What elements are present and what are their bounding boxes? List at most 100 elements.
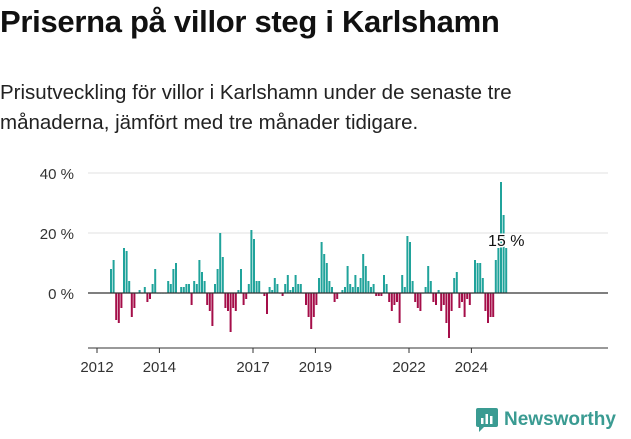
bar	[377, 293, 380, 296]
bar	[479, 263, 482, 293]
bar	[180, 287, 183, 293]
chart-subtitle: Prisutveckling för villor i Karlshamn un…	[0, 81, 512, 134]
bar	[110, 269, 112, 293]
newsworthy-wordmark: Newsworthy	[504, 409, 616, 430]
bar	[419, 293, 422, 311]
bar	[117, 293, 120, 323]
bar	[383, 275, 385, 293]
bar	[442, 293, 445, 305]
bar	[167, 281, 170, 293]
bar	[193, 281, 196, 293]
bar	[455, 272, 458, 293]
bar	[403, 287, 406, 293]
bar	[453, 278, 456, 293]
bar	[281, 293, 284, 296]
bar	[120, 293, 123, 308]
bar	[427, 266, 430, 293]
bar	[284, 284, 287, 293]
bar	[198, 260, 201, 293]
bar	[149, 293, 151, 299]
bar	[143, 287, 146, 293]
bar	[323, 254, 326, 293]
bar	[232, 293, 235, 308]
bar	[424, 287, 427, 293]
gridlines	[88, 172, 608, 234]
bar	[146, 293, 149, 302]
bar	[138, 290, 141, 293]
bar	[307, 293, 310, 317]
bar	[461, 293, 463, 302]
bar	[268, 287, 271, 293]
bar	[354, 275, 357, 293]
bar	[201, 272, 203, 293]
bar	[294, 275, 297, 293]
bar	[289, 290, 292, 293]
bar	[271, 290, 274, 293]
bar	[125, 251, 128, 293]
bar	[266, 293, 268, 314]
bar	[133, 293, 136, 308]
bar	[175, 263, 177, 293]
bar	[208, 293, 211, 311]
bar	[349, 284, 352, 293]
x-tick-label: 2022	[392, 359, 425, 376]
bar	[500, 182, 502, 293]
bar	[484, 293, 487, 311]
bar	[151, 284, 154, 293]
bar	[221, 257, 224, 293]
bar	[367, 281, 370, 293]
bar	[320, 242, 323, 293]
bar	[123, 248, 125, 293]
bar	[393, 293, 396, 305]
bar	[344, 287, 346, 293]
bar	[396, 293, 398, 302]
x-tick-label: 2012	[80, 359, 113, 376]
bar	[375, 293, 378, 296]
bar	[263, 293, 266, 296]
bar	[195, 284, 198, 293]
bar	[341, 290, 344, 293]
bar	[357, 287, 359, 293]
bar	[370, 287, 372, 293]
bar	[502, 215, 505, 293]
bar	[237, 290, 240, 293]
bar	[276, 284, 279, 293]
bar	[406, 236, 409, 293]
bar	[297, 284, 300, 293]
bar	[234, 293, 237, 311]
x-tick-label: 2019	[299, 359, 332, 376]
bar	[390, 293, 393, 311]
bar	[463, 293, 466, 317]
bar	[190, 293, 193, 305]
bar	[346, 266, 349, 293]
bar	[445, 293, 448, 323]
bar	[227, 293, 229, 311]
newsworthy-logo-icon	[476, 408, 498, 432]
x-tick-label: 2017	[236, 359, 269, 376]
bar	[468, 293, 471, 305]
bar	[414, 293, 417, 302]
bar	[247, 284, 250, 293]
bar	[203, 281, 206, 293]
bar	[292, 287, 294, 293]
bar	[385, 284, 388, 293]
bar	[364, 266, 367, 293]
bar	[112, 260, 115, 293]
bar	[362, 254, 365, 293]
bar	[505, 248, 508, 293]
bar	[253, 239, 255, 293]
bar	[450, 293, 453, 311]
bar	[380, 293, 383, 296]
bar	[325, 263, 328, 293]
bar	[401, 275, 404, 293]
bar	[489, 293, 492, 317]
bar	[440, 293, 443, 311]
bar	[128, 281, 131, 293]
bar	[286, 275, 289, 293]
bar	[474, 260, 476, 293]
bar	[229, 293, 232, 332]
bar	[115, 293, 118, 320]
y-tick-label: 40 %	[40, 166, 74, 183]
newsworthy-logo: Newsworthy	[476, 408, 616, 432]
bar	[188, 284, 190, 293]
